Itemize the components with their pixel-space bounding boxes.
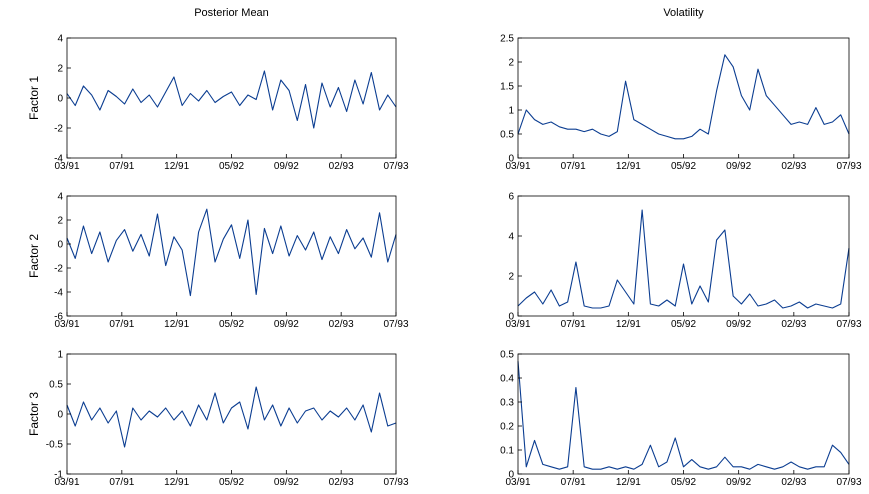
x-tick-label: 12/91 <box>164 319 189 330</box>
y-tick-label: -1 <box>54 470 63 481</box>
y-tick-label: 0.2 <box>500 422 514 433</box>
x-tick-label: 07/93 <box>383 319 408 330</box>
y-tick-label: 0 <box>508 470 514 481</box>
y-tick-label: 0.5 <box>49 380 63 391</box>
axes-box <box>517 37 850 159</box>
x-tick-label: 02/93 <box>781 477 806 488</box>
y-tick-label: -2 <box>54 264 63 275</box>
x-tick-label: 09/92 <box>274 161 299 172</box>
x-tick-label: 05/92 <box>219 477 244 488</box>
y-tick-label: 0.4 <box>500 374 514 385</box>
x-tick-label: 07/91 <box>109 477 134 488</box>
x-tick-label: 05/92 <box>219 319 244 330</box>
y-tick-label: 0.5 <box>500 350 514 361</box>
x-tick-label: 07/93 <box>836 319 861 330</box>
x-tick-label: 07/93 <box>836 477 861 488</box>
y-tick-label: -6 <box>54 312 63 323</box>
y-tick-label: 4 <box>57 34 63 45</box>
x-tick-label: 12/91 <box>616 477 641 488</box>
subplot-title: Volatility <box>663 7 704 19</box>
x-tick-label: 12/91 <box>616 319 641 330</box>
x-tick-label: 09/92 <box>726 319 751 330</box>
x-tick-label: 03/91 <box>505 477 530 488</box>
y-tick-label: 0 <box>57 410 63 421</box>
y-tick-label: 2 <box>508 58 514 69</box>
x-tick-label: 07/93 <box>383 161 408 172</box>
data-line <box>517 209 850 309</box>
y-tick-label: 0.1 <box>500 446 514 457</box>
y-axis-label: Factor 2 <box>27 234 41 278</box>
axes-box <box>66 195 397 317</box>
x-tick-label: 07/91 <box>561 477 586 488</box>
data-line <box>66 208 397 297</box>
x-tick-label: 03/91 <box>54 161 79 172</box>
x-tick-label: 03/91 <box>54 477 79 488</box>
x-tick-label: 09/92 <box>274 477 299 488</box>
y-tick-label: 1 <box>508 106 514 117</box>
x-tick-label: 07/93 <box>383 477 408 488</box>
x-tick-label: 05/92 <box>671 319 696 330</box>
x-tick-label: 05/92 <box>219 161 244 172</box>
y-tick-label: 1 <box>57 350 63 361</box>
y-tick-label: 0 <box>57 94 63 105</box>
x-tick-label: 02/93 <box>781 161 806 172</box>
x-tick-label: 07/91 <box>109 161 134 172</box>
axes-box <box>517 353 850 475</box>
y-tick-label: 4 <box>57 192 63 203</box>
y-tick-label: -2 <box>54 124 63 135</box>
x-tick-label: 05/92 <box>671 477 696 488</box>
x-tick-label: 02/93 <box>781 319 806 330</box>
y-tick-label: -0.5 <box>46 440 64 451</box>
y-tick-label: -4 <box>54 288 63 299</box>
y-tick-label: 2.5 <box>500 34 514 45</box>
axes-box <box>66 37 397 159</box>
y-tick-label: -4 <box>54 154 63 165</box>
axes-box <box>66 353 397 475</box>
x-tick-label: 09/92 <box>274 319 299 330</box>
y-tick-label: 2 <box>57 64 63 75</box>
x-tick-label: 07/91 <box>561 161 586 172</box>
y-tick-label: 0 <box>508 312 514 323</box>
data-line <box>66 70 397 129</box>
x-tick-label: 02/93 <box>329 161 354 172</box>
x-tick-label: 09/92 <box>726 161 751 172</box>
x-tick-label: 05/92 <box>671 161 696 172</box>
axes-box <box>517 195 850 317</box>
x-tick-label: 03/91 <box>505 319 530 330</box>
x-tick-label: 07/91 <box>109 319 134 330</box>
y-tick-label: 4 <box>508 232 514 243</box>
data-line <box>517 361 850 470</box>
subplot-title: Posterior Mean <box>194 7 269 19</box>
data-line <box>517 54 850 140</box>
y-tick-label: 0 <box>57 240 63 251</box>
y-tick-label: 0 <box>508 154 514 165</box>
x-tick-label: 02/93 <box>329 477 354 488</box>
x-tick-label: 07/91 <box>561 319 586 330</box>
y-tick-label: 2 <box>57 216 63 227</box>
x-tick-label: 12/91 <box>164 161 189 172</box>
y-tick-label: 0.3 <box>500 398 514 409</box>
y-axis-label: Factor 1 <box>27 76 41 120</box>
data-line <box>66 386 397 448</box>
y-tick-label: 6 <box>508 192 514 203</box>
x-tick-label: 09/92 <box>726 477 751 488</box>
x-tick-label: 12/91 <box>616 161 641 172</box>
x-tick-label: 02/93 <box>329 319 354 330</box>
y-tick-label: 1.5 <box>500 82 514 93</box>
x-tick-label: 07/93 <box>836 161 861 172</box>
x-tick-label: 12/91 <box>164 477 189 488</box>
y-tick-label: 0.5 <box>500 130 514 141</box>
x-tick-label: 03/91 <box>505 161 530 172</box>
y-axis-label: Factor 3 <box>27 392 41 436</box>
x-tick-label: 03/91 <box>54 319 79 330</box>
y-tick-label: 2 <box>508 272 514 283</box>
